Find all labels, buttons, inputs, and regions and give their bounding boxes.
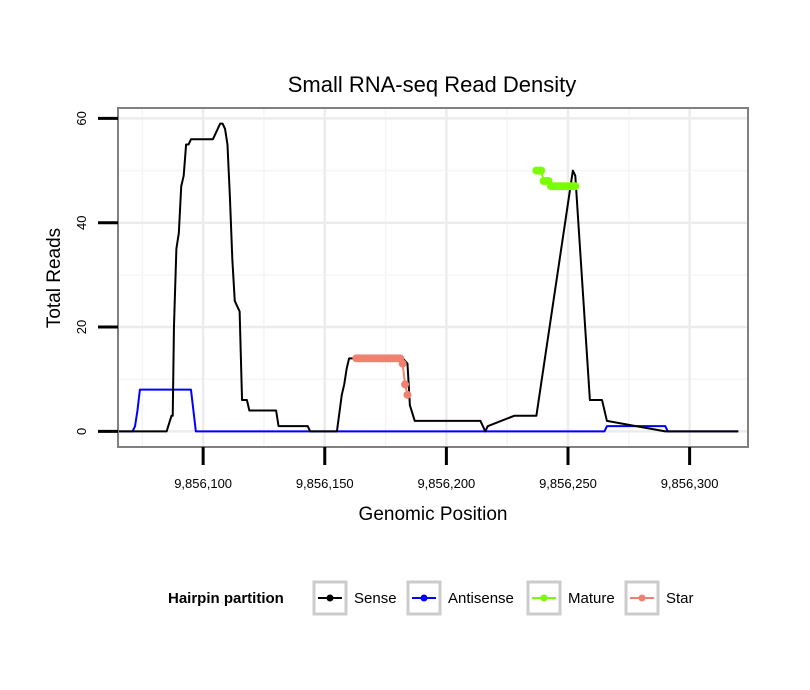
- legend-key-point: [638, 594, 646, 602]
- x-axis: 9,856,100 9,856,150 9,856,200 9,856,250 9,85…: [174, 447, 719, 491]
- y-tick-label: 60: [74, 111, 89, 125]
- legend-label: Sense: [354, 590, 397, 607]
- x-tick-label: 9,856,150: [296, 476, 354, 491]
- series-antisense: [118, 388, 739, 433]
- y-axis-title: Total Reads: [44, 228, 65, 328]
- series-layer: [118, 122, 739, 433]
- legend-item-mature: Mature: [526, 580, 615, 616]
- x-tick-label: 9,856,100: [174, 476, 232, 491]
- legend-item-star: Star: [624, 580, 694, 616]
- legend-item-antisense: Antisense: [406, 580, 514, 616]
- legend: Hairpin partition Sense Antisense Mature St…: [168, 580, 694, 616]
- series-line-sense: [118, 122, 739, 433]
- legend-key-point: [540, 594, 548, 602]
- x-axis-title: Genomic Position: [359, 504, 508, 525]
- legend-label: Antisense: [448, 590, 514, 607]
- plot-background: [118, 108, 748, 447]
- legend-key-point: [326, 594, 334, 602]
- y-tick-label: 20: [74, 320, 89, 334]
- y-axis: 0 20 40 60: [74, 111, 118, 435]
- series-mature: [532, 166, 580, 191]
- data-point-star: [401, 380, 410, 389]
- x-tick-label: 9,856,300: [661, 476, 719, 491]
- series-star: [352, 354, 412, 399]
- data-point-mature: [571, 182, 580, 191]
- series-sense: [118, 122, 739, 433]
- data-point-star: [403, 390, 412, 399]
- series-line-antisense: [118, 388, 739, 433]
- y-tick-label: 40: [74, 216, 89, 230]
- plot-border: [117, 107, 749, 448]
- legend-title: Hairpin partition: [168, 590, 284, 607]
- x-tick-label: 9,856,250: [539, 476, 597, 491]
- x-tick-label: 9,856,200: [417, 476, 475, 491]
- y-tick-label: 0: [74, 428, 89, 435]
- data-point-star: [398, 359, 407, 368]
- legend-label: Star: [666, 590, 694, 607]
- data-point-mature: [537, 166, 546, 175]
- legend-key-point: [420, 594, 428, 602]
- chart-title: Small RNA-seq Read Density: [288, 72, 577, 97]
- legend-label: Mature: [568, 590, 615, 607]
- legend-item-sense: Sense: [312, 580, 397, 616]
